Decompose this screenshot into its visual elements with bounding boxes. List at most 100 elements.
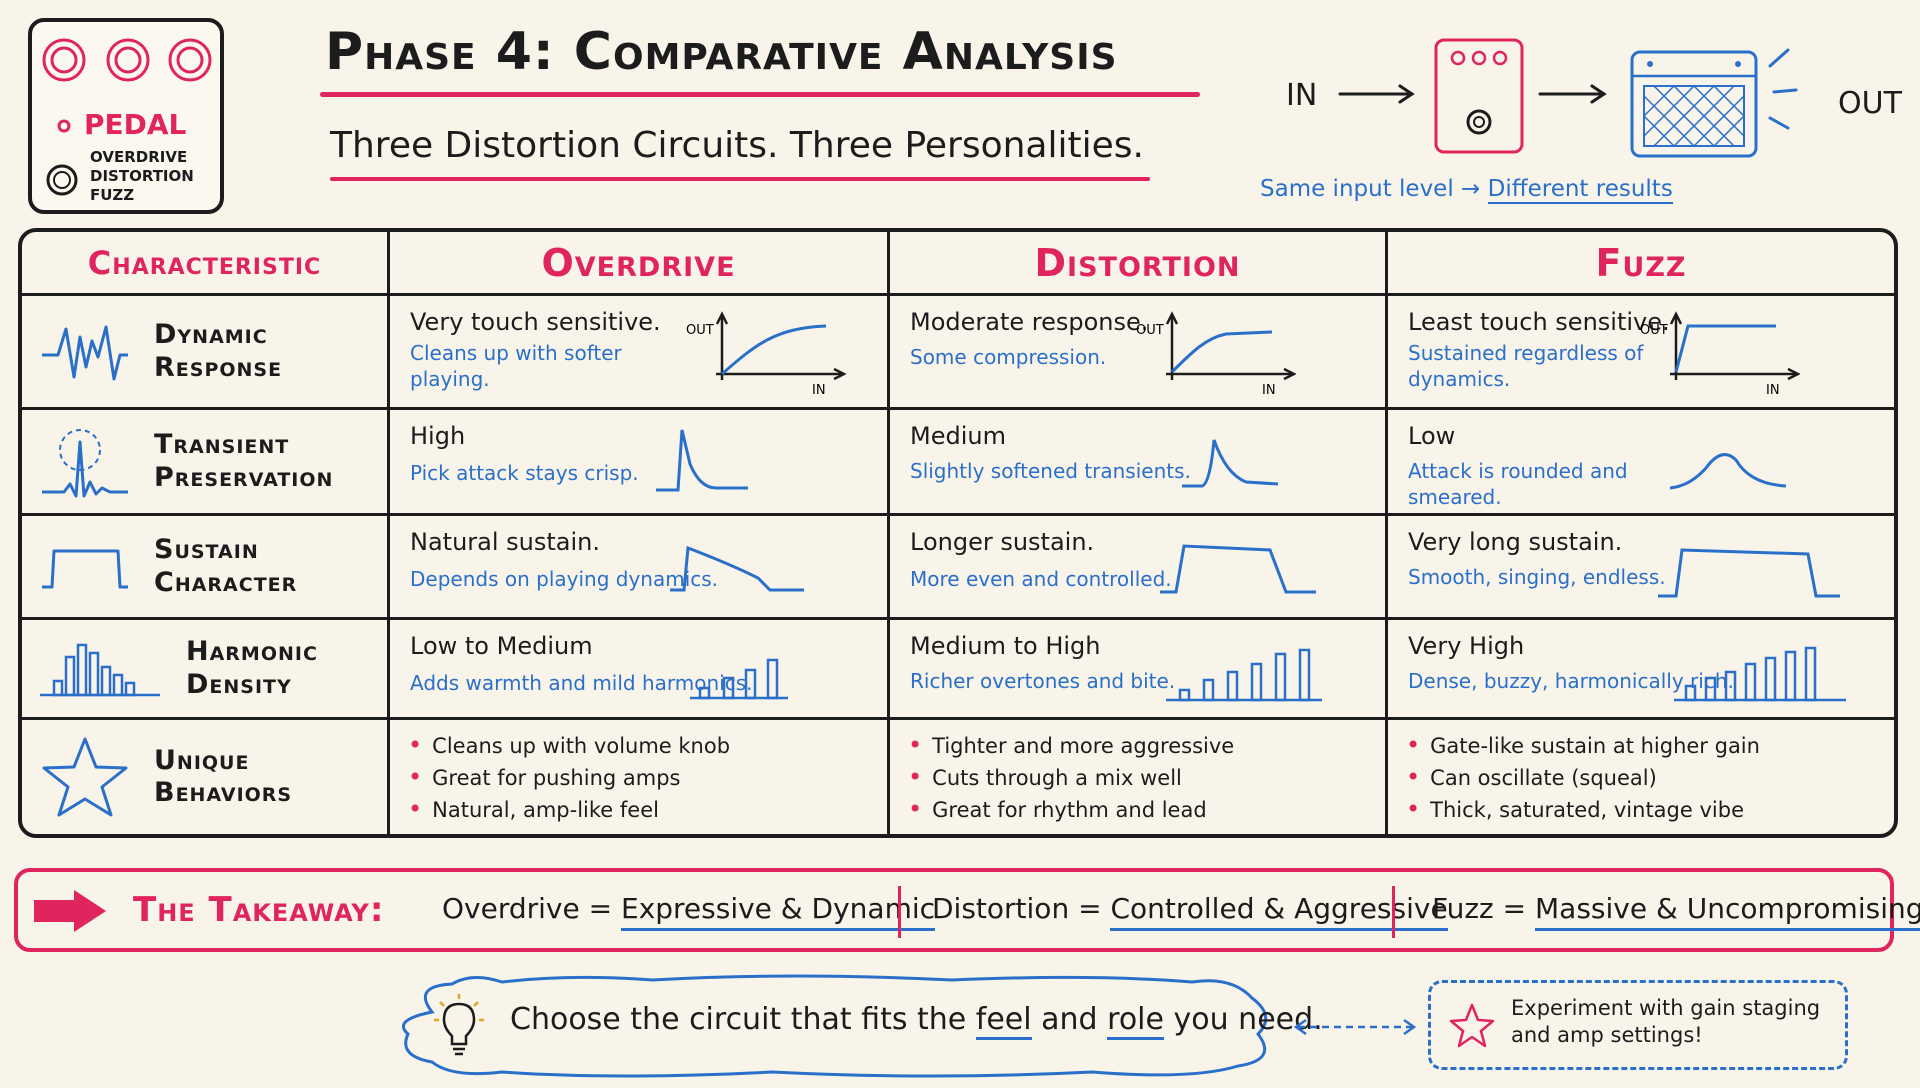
pedal-title: PEDAL xyxy=(84,108,187,141)
harmonics-icon xyxy=(40,643,160,696)
takeaway-overdrive: Overdrive = Expressive & Dynamic xyxy=(442,892,936,931)
transient-shape-sharp xyxy=(656,429,748,492)
subtitle-underline xyxy=(330,177,1150,181)
row-label-text: Dynamic Response xyxy=(154,319,283,383)
list-item: Tighter and more aggressive xyxy=(908,730,1234,762)
cell-sub-text: Cleans up with softer playing. xyxy=(410,341,622,391)
pedal-type-overdrive: OVERDRIVE xyxy=(90,148,188,166)
bullet-list: Cleans up with volume knob Great for pus… xyxy=(408,730,730,826)
list-item: Great for pushing amps xyxy=(408,762,730,794)
lightbulb-icon xyxy=(434,994,484,1056)
cell-distortion-sustain: Longer sustain. More even and controlled… xyxy=(890,516,1388,620)
cell-main-text: High xyxy=(410,422,466,450)
page-title: Phase 4: Comparative Analysis xyxy=(325,22,1118,82)
signal-note: Same input level → Different results xyxy=(1260,176,1673,204)
header-distortion: Distortion xyxy=(890,232,1388,296)
harmonic-bars-high xyxy=(1674,646,1846,702)
cell-main-text: Low to Medium xyxy=(410,632,593,660)
cell-main-text: Least touch sensitive. xyxy=(1408,308,1670,336)
header-overdrive: Overdrive xyxy=(390,232,890,296)
cell-main-text: Very long sustain. xyxy=(1408,528,1623,556)
title-underline xyxy=(320,92,1200,97)
list-item: Gate-like sustain at higher gain xyxy=(1406,730,1760,762)
list-item: Thick, saturated, vintage vibe xyxy=(1406,794,1760,826)
cell-main-text: Low xyxy=(1408,422,1456,450)
cell-sub-text: Smooth, singing, endless. xyxy=(1408,565,1666,589)
cell-sub-text: Richer overtones and bite. xyxy=(910,669,1176,693)
cell-fuzz-harmonic: Very High Dense, buzzy, harmonically ric… xyxy=(1388,620,1894,720)
signal-in-label: IN xyxy=(1286,78,1318,113)
cell-main-text: Medium xyxy=(910,422,1006,450)
sustain-shape-endless xyxy=(1658,548,1840,598)
row-label-harmonic-density: Harmonic Density xyxy=(22,620,390,720)
footer-message: Choose the circuit that fits the feel an… xyxy=(510,1002,1323,1040)
cell-sub-text: Depends on playing dynamics. xyxy=(410,567,719,591)
row-label-text: Unique Behaviors xyxy=(154,744,293,808)
transient-shape-medium xyxy=(1182,439,1279,488)
cell-overdrive-transient: High Pick attack stays crisp. xyxy=(390,410,890,516)
cell-sub-text: More even and controlled. xyxy=(910,567,1172,591)
pedal-legend-card: PEDAL OVERDRIVE DISTORTION FUZZ xyxy=(28,18,224,214)
axis-in-label: IN xyxy=(1262,383,1276,396)
cell-overdrive-harmonic: Low to Medium Adds warmth and mild harmo… xyxy=(390,620,890,720)
pedal-types: OVERDRIVE DISTORTION FUZZ xyxy=(90,148,194,205)
sustain-envelope-icon xyxy=(42,549,128,588)
signal-note-result: Different results xyxy=(1487,176,1673,204)
transfer-curve-overdrive: OUT IN xyxy=(686,311,846,396)
cell-distortion-transient: Medium Slightly softened transients. xyxy=(890,410,1388,516)
cell-fuzz-sustain: Very long sustain. Smooth, singing, endl… xyxy=(1388,516,1894,620)
cell-fuzz-dynamic: Least touch sensitive. Sustained regardl… xyxy=(1388,296,1894,410)
arrow-right-icon xyxy=(34,890,106,932)
cell-main-text: Natural sustain. xyxy=(410,528,600,556)
arrow-right-icon xyxy=(1338,38,1798,158)
cell-main-text: Longer sustain. xyxy=(910,528,1095,556)
pedal-icon xyxy=(1434,38,1524,154)
row-label-transient-preservation: Transient Preservation xyxy=(22,410,390,516)
cell-sub-text: Sustained regardless of dynamics. xyxy=(1408,341,1644,391)
cell-sub-text: Slightly softened transients. xyxy=(910,459,1191,483)
sustain-shape-decay xyxy=(670,545,804,592)
cell-overdrive-sustain: Natural sustain. Depends on playing dyna… xyxy=(390,516,890,620)
transfer-curve-distortion: OUT IN xyxy=(1136,311,1296,396)
cell-distortion-harmonic: Medium to High Richer overtones and bite… xyxy=(890,620,1388,720)
cell-fuzz-behaviors: Gate-like sustain at higher gain Can osc… xyxy=(1388,720,1894,834)
header-fuzz: Fuzz xyxy=(1388,232,1894,296)
takeaway-divider xyxy=(898,886,901,938)
bullet-list: Gate-like sustain at higher gain Can osc… xyxy=(1406,730,1760,826)
comparison-table: Characteristic Overdrive Distortion Fuzz… xyxy=(18,228,1898,838)
cell-overdrive-behaviors: Cleans up with volume knob Great for pus… xyxy=(390,720,890,834)
header-characteristic: Characteristic xyxy=(22,232,390,296)
harmonic-bars-low xyxy=(690,658,788,700)
list-item: Can oscillate (squeal) xyxy=(1406,762,1760,794)
row-label-text: Harmonic Density xyxy=(186,636,318,700)
takeaway-fuzz: Fuzz = Massive & Uncompromising xyxy=(1432,892,1920,931)
transfer-curve-fuzz: OUT IN xyxy=(1640,311,1800,396)
cell-distortion-behaviors: Tighter and more aggressive Cuts through… xyxy=(890,720,1388,834)
list-item: Great for rhythm and lead xyxy=(908,794,1234,826)
takeaway-distortion: Distortion = Controlled & Aggressive xyxy=(932,892,1448,931)
list-item: Cuts through a mix well xyxy=(908,762,1234,794)
harmonic-bars-medium xyxy=(1166,648,1322,702)
cell-main-text: Very High xyxy=(1408,632,1525,660)
axis-out-label: OUT xyxy=(686,323,714,338)
row-label-sustain-character: Sustain Character xyxy=(22,516,390,620)
axis-in-label: IN xyxy=(812,383,826,396)
experiment-tip: Experiment with gain staging and amp set… xyxy=(1428,980,1848,1070)
page-subtitle: Three Distortion Circuits. Three Persona… xyxy=(330,125,1144,166)
experiment-text: Experiment with gain staging and amp set… xyxy=(1511,996,1821,1048)
waveform-icon xyxy=(42,325,128,380)
signal-note-prefix: Same input level xyxy=(1260,176,1454,202)
pedal-type-fuzz: FUZZ xyxy=(90,186,135,204)
axis-out-label: OUT xyxy=(1136,323,1164,338)
star-icon xyxy=(42,737,128,817)
axis-out-label: OUT xyxy=(1640,323,1668,338)
cell-overdrive-dynamic: Very touch sensitive. Cleans up with sof… xyxy=(390,296,890,410)
cell-main-text: Very touch sensitive. xyxy=(410,308,661,336)
knob-icon xyxy=(42,38,212,196)
signal-out-label: OUT xyxy=(1838,86,1902,121)
cell-sub-text: Attack is rounded and smeared. xyxy=(1408,459,1628,509)
pedal-type-distortion: DISTORTION xyxy=(90,167,194,185)
sustain-shape-long xyxy=(1160,544,1316,594)
row-label-unique-behaviors: Unique Behaviors xyxy=(22,720,390,834)
double-arrow-icon xyxy=(1293,1018,1417,1036)
